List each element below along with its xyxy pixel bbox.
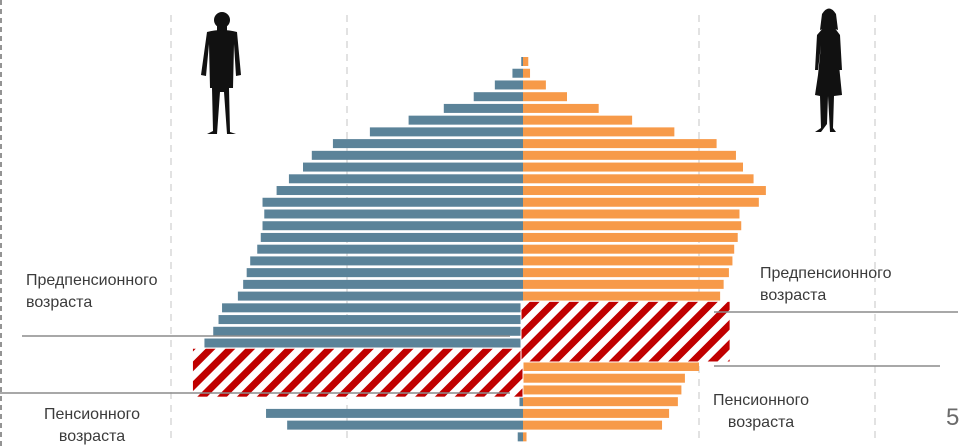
female-bar xyxy=(523,385,682,395)
label-line: возраста xyxy=(760,287,827,304)
retirement-label-left: Пенсионного возраста xyxy=(44,404,140,448)
man-silhouette-icon xyxy=(201,12,241,134)
female-bar xyxy=(523,139,717,149)
male-bar xyxy=(332,139,523,149)
female-bar xyxy=(523,397,678,407)
male-bar xyxy=(218,315,523,325)
female-bar xyxy=(523,232,738,242)
label-line: Пенсионного xyxy=(44,406,141,423)
hatched-highlight-retirement xyxy=(191,347,524,398)
male-bar xyxy=(243,279,523,289)
male-bar xyxy=(443,103,523,113)
female-bar xyxy=(523,420,663,430)
male-bar xyxy=(213,326,524,336)
female-bar xyxy=(523,279,724,289)
female-bar xyxy=(523,268,729,278)
female-bar xyxy=(523,174,754,184)
male-bar xyxy=(262,221,523,231)
female-bar xyxy=(523,432,527,442)
male-bar xyxy=(494,80,523,90)
male-bar xyxy=(521,57,523,66)
male-bar xyxy=(257,244,523,254)
female-bar xyxy=(523,115,633,125)
page-number: 5 xyxy=(946,404,960,431)
male-bar xyxy=(369,127,523,137)
female-bar xyxy=(523,68,531,78)
pre-retirement-label-left: Предпенсионного возраста xyxy=(26,270,157,314)
male-bar xyxy=(408,115,523,125)
male-bar xyxy=(264,209,523,219)
male-bar xyxy=(237,291,523,301)
female-bar xyxy=(523,373,685,383)
pre-retirement-label-right: Предпенсионного возраста xyxy=(760,263,891,307)
male-bar xyxy=(473,92,523,102)
female-bar xyxy=(523,197,759,207)
retirement-label-right: Пенсионного возраста xyxy=(713,390,809,434)
female-bar xyxy=(523,103,599,113)
male-bar xyxy=(303,162,523,172)
male-bar xyxy=(262,197,523,207)
female-bar xyxy=(523,127,675,137)
male-bar xyxy=(512,68,523,78)
label-line: Предпенсионного xyxy=(760,265,892,282)
female-bar xyxy=(523,361,699,371)
male-bar xyxy=(222,303,524,313)
label-line: Предпенсионного xyxy=(26,272,158,289)
male-bar xyxy=(246,268,523,278)
hatched-highlight-pre-retirement xyxy=(520,300,731,363)
female-bar xyxy=(523,221,742,231)
female-bar xyxy=(523,80,546,90)
female-bar xyxy=(523,57,529,66)
female-bar xyxy=(523,92,567,102)
male-bar xyxy=(266,408,523,418)
female-bar xyxy=(523,162,743,172)
male-bar xyxy=(517,432,523,442)
female-bar xyxy=(523,291,721,301)
label-line: Пенсионного xyxy=(713,392,810,409)
male-bar xyxy=(287,420,523,430)
woman-silhouette-icon xyxy=(815,8,842,132)
male-bar xyxy=(204,338,523,348)
label-line: возраста xyxy=(58,428,126,445)
female-bar xyxy=(523,209,740,219)
female-bar xyxy=(523,408,670,418)
female-bar xyxy=(523,186,766,196)
male-bar xyxy=(260,232,523,242)
male-bar xyxy=(276,186,523,196)
female-bar xyxy=(523,256,733,266)
label-line: возраста xyxy=(727,414,795,431)
female-bar xyxy=(523,150,736,160)
male-bar xyxy=(519,397,523,407)
male-bar xyxy=(311,150,523,160)
male-bar xyxy=(288,174,523,184)
female-bar xyxy=(523,244,735,254)
male-bar xyxy=(250,256,523,266)
highlight-blocks xyxy=(191,300,731,398)
label-line: возраста xyxy=(26,294,93,311)
